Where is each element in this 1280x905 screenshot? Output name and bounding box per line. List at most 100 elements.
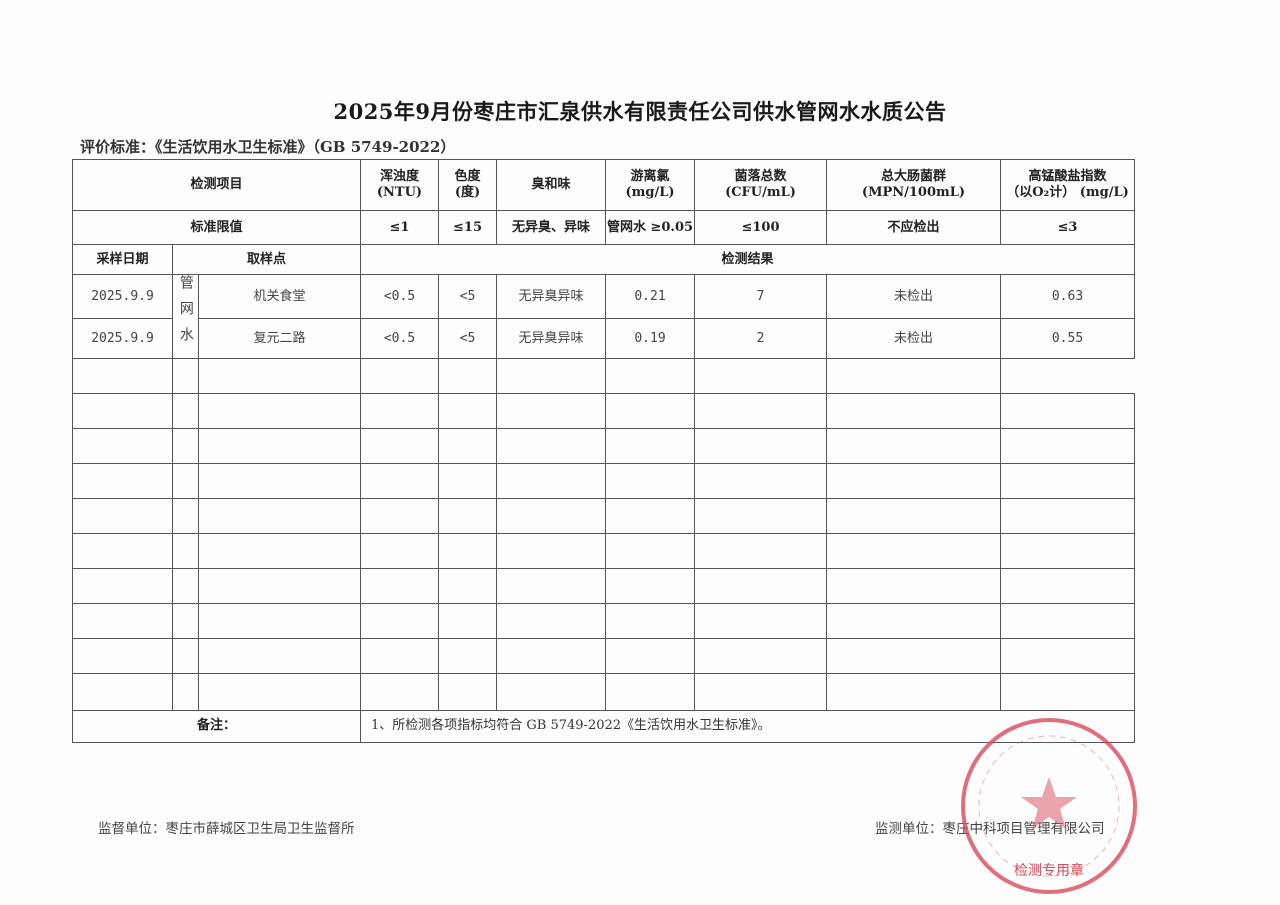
empty-cell	[198, 497, 361, 534]
empty-cell	[496, 532, 606, 569]
empty-cell	[694, 672, 827, 711]
empty-cell	[1000, 462, 1135, 499]
col-chlorine: 游离氯 (mg/L)	[605, 159, 695, 211]
empty-cell	[360, 427, 439, 464]
empty-cell	[72, 532, 173, 569]
empty-row	[72, 602, 1135, 639]
empty-cell	[605, 462, 695, 499]
empty-cell	[72, 427, 173, 464]
empty-cell	[1000, 497, 1135, 534]
col-coliform: 总大肠菌群 (MPN/100mL)	[826, 159, 1001, 211]
empty-cell	[694, 427, 827, 464]
empty-cell	[438, 637, 497, 674]
water-quality-table: 检测项目 浑浊度 (NTU) 色度 (度) 臭和味 游离氯 (mg/L) 菌落总数 (C…	[72, 159, 1135, 743]
sample-point: 机关食堂	[198, 273, 361, 320]
empty-cell	[605, 567, 695, 604]
empty-cell	[605, 497, 695, 534]
empty-cell	[438, 357, 497, 394]
supervisor-unit: 监督单位：枣庄市薛城区卫生局卫生监督所	[98, 821, 355, 837]
remark-text: 1、所检测各项指标均符合 GB 5749-2022《生活饮用水卫生标准》。	[360, 709, 1135, 743]
point-label: 取样点	[172, 244, 361, 275]
empty-cell	[360, 567, 439, 604]
empty-cell	[694, 392, 827, 429]
empty-row	[72, 532, 1135, 569]
empty-cell	[198, 567, 361, 604]
limit-value: 不应检出	[826, 210, 1001, 245]
cell: 未检出	[826, 273, 1001, 320]
empty-cell	[198, 462, 361, 499]
cell: 0.21	[605, 273, 695, 320]
empty-cell	[198, 357, 361, 394]
empty-cell	[694, 602, 827, 639]
cell: 0.55	[1000, 318, 1135, 359]
empty-cell	[496, 357, 606, 394]
table-row: 2025.9.9 管网水 机关食堂 <0.5 <5 无异臭异味 0.21 7 未…	[72, 273, 1135, 359]
empty-cell	[826, 427, 1001, 464]
cell: <0.5	[360, 273, 439, 320]
empty-cell	[360, 462, 439, 499]
cell: <5	[438, 273, 497, 320]
limit-label: 标准限值	[72, 210, 361, 245]
empty-row	[72, 497, 1135, 534]
empty-cell	[360, 672, 439, 711]
empty-cell	[496, 637, 606, 674]
empty-cell	[826, 462, 1001, 499]
empty-cell	[198, 672, 361, 711]
monitor-unit: 监测单位：枣庄中科项目管理有限公司	[875, 821, 1105, 837]
sample-date: 2025.9.9	[72, 273, 173, 320]
empty-cell	[694, 497, 827, 534]
empty-cell	[172, 427, 199, 464]
empty-cell	[72, 392, 173, 429]
empty-cell	[198, 637, 361, 674]
cell: 无异臭异味	[496, 273, 606, 320]
empty-cell	[1000, 427, 1135, 464]
empty-row	[72, 462, 1135, 499]
document-title: 2025年9月份枣庄市汇泉供水有限责任公司供水管网水水质公告	[333, 99, 947, 124]
col-permanganate: 高锰酸盐指数 （以O₂计） (mg/L)	[1000, 159, 1135, 211]
empty-cell	[826, 392, 1001, 429]
empty-cell	[438, 392, 497, 429]
empty-cell	[172, 357, 199, 394]
empty-cell	[826, 497, 1001, 534]
table-row: 2025.9.9 复元二路 <0.5 <5 无异臭异味 0.19 2 未检出 0…	[72, 318, 1135, 359]
limit-value: 管网水 ≥0.05	[605, 210, 695, 245]
svg-text:检测专用章: 检测专用章	[1014, 862, 1084, 879]
empty-cell	[438, 462, 497, 499]
empty-cell	[172, 532, 199, 569]
empty-cell	[72, 672, 173, 711]
empty-cell	[1000, 392, 1135, 429]
empty-cell	[438, 602, 497, 639]
col-turbidity: 浑浊度 (NTU)	[360, 159, 439, 211]
empty-cell	[605, 672, 695, 711]
empty-cell	[198, 427, 361, 464]
empty-cell	[826, 357, 1001, 394]
empty-cell	[496, 497, 606, 534]
sample-date: 2025.9.9	[72, 318, 173, 359]
empty-cell	[496, 602, 606, 639]
empty-cell	[694, 532, 827, 569]
empty-cell	[496, 672, 606, 711]
empty-cell	[172, 602, 199, 639]
empty-cell	[360, 497, 439, 534]
empty-cell	[360, 392, 439, 429]
col-odor: 臭和味	[496, 159, 606, 211]
empty-cell	[72, 462, 173, 499]
empty-cell	[694, 462, 827, 499]
remark-row: 备注： 1、所检测各项指标均符合 GB 5749-2022《生活饮用水卫生标准》…	[72, 709, 1135, 743]
limit-value: ≤100	[694, 210, 827, 245]
empty-cell	[826, 567, 1001, 604]
empty-cell	[172, 497, 199, 534]
col-bacteria: 菌落总数 (CFU/mL)	[694, 159, 827, 211]
empty-cell	[1000, 532, 1135, 569]
empty-cell	[1000, 672, 1135, 711]
empty-cell	[360, 532, 439, 569]
empty-cell	[438, 672, 497, 711]
empty-row	[72, 672, 1135, 711]
empty-cell	[198, 392, 361, 429]
limit-row: 标准限值 ≤1 ≤15 无异臭、异味 管网水 ≥0.05 ≤100 不应检出 ≤…	[72, 210, 1135, 245]
empty-cell	[605, 427, 695, 464]
empty-cell	[496, 427, 606, 464]
empty-row	[72, 392, 1135, 429]
cell: <0.5	[360, 318, 439, 359]
cell: 0.63	[1000, 273, 1135, 320]
